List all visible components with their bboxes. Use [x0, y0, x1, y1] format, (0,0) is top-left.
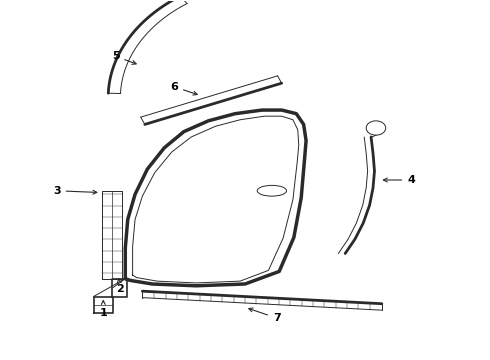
Text: 4: 4 — [383, 175, 415, 185]
Text: 5: 5 — [112, 51, 136, 64]
Text: 2: 2 — [117, 279, 124, 294]
Text: 3: 3 — [53, 186, 97, 196]
Text: 1: 1 — [99, 301, 107, 318]
Text: 6: 6 — [170, 82, 197, 95]
Text: 7: 7 — [249, 308, 281, 323]
